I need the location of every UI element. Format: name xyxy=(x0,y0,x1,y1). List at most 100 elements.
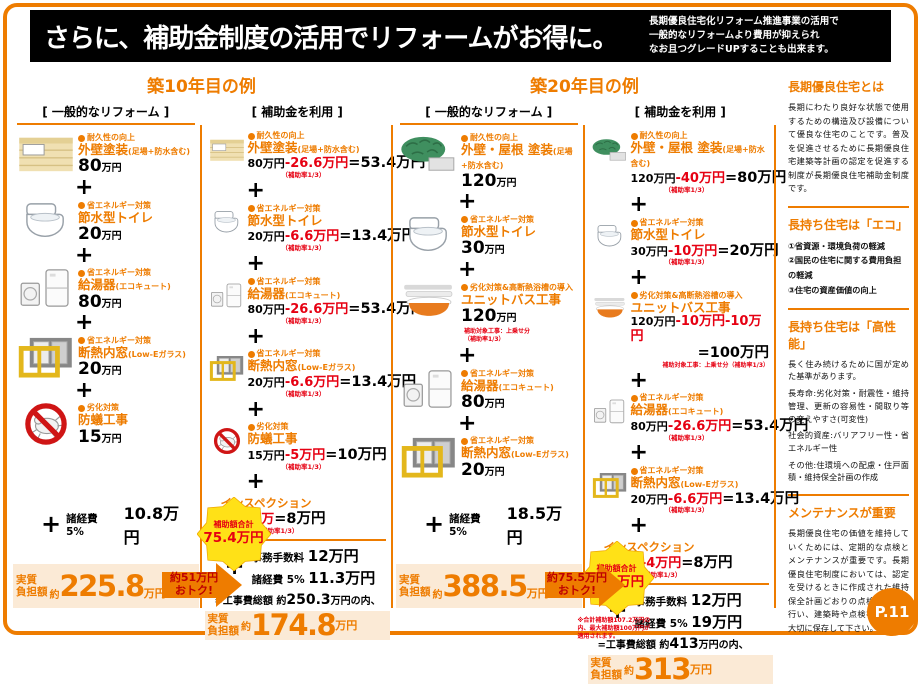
fee-line: 諸経費 5% 11.3万円 xyxy=(252,567,376,588)
item-name-main: 給湯器 xyxy=(78,277,116,293)
renovation-item: 耐久性の向上 外壁・屋根 塗装(足場+防水含む) 120万円-40万円=80万円… xyxy=(592,131,786,194)
insulated-window-icon xyxy=(17,336,75,378)
item-text: 劣化対策&高断熱浴槽の導入 ユニットバス工事 120万円-10万円-10万円 =1… xyxy=(630,291,769,370)
column-rule xyxy=(17,123,195,125)
item-name-main: 節水型トイレ xyxy=(461,223,537,239)
item-name-suffix: (足場+防水含む) xyxy=(297,145,360,154)
group-columns: [ 一般的なリフォーム ] 耐久性の向上 外壁塗装(足場+防水含む) 80万円 … xyxy=(10,101,425,640)
price-subsidy: -10万円 xyxy=(667,243,718,259)
plus-sign: + xyxy=(75,242,94,268)
item-name-main: 節水型トイレ xyxy=(247,212,323,228)
sidebar-section-title: 長期優良住宅とは xyxy=(788,80,885,94)
item-text: 耐久性の向上 外壁塗装(足場+防水含む) 80万円 xyxy=(78,133,195,177)
item-category-label: 省エネルギー対策 xyxy=(639,466,704,476)
net-cost-bar: 実質 負担額 約 313 万円 xyxy=(587,654,773,684)
item-price: 30万円 xyxy=(461,239,578,259)
plus-sign: + xyxy=(75,310,94,336)
renovation-item: 省エネルギー対策 節水型トイレ 20万円 xyxy=(17,201,195,245)
total-line-suffix: 万円の内、 xyxy=(698,639,749,651)
price-unit: 万円 xyxy=(496,177,517,189)
info-sidebar: 長期優良住宅とは 長期にわたり良好な状態で使用するための構造及び設備について優良… xyxy=(776,72,911,633)
approx-mark: 約 xyxy=(241,621,251,633)
savings-arrow: 約75.5万円 おトク! xyxy=(545,562,625,608)
renovation-item: 省エネルギー対策 給湯器(エコキュート) 80万円-26.6万円=53.4万円 … xyxy=(209,277,425,326)
category-bullet-icon xyxy=(630,292,638,300)
category-bullet-icon xyxy=(78,404,85,412)
item-name: 節水型トイレ xyxy=(78,209,195,225)
price-number: 30 xyxy=(461,238,485,259)
category-bullet-icon xyxy=(78,202,85,210)
item-name-main: ユニットバス工事 xyxy=(630,299,731,315)
item-name: 給湯器(エコキュート) xyxy=(248,286,387,301)
subsidy-total-badge: 補助額合計 75.4万円 xyxy=(197,497,271,571)
price-base: 20万円 xyxy=(630,492,668,506)
group-title: 築10年目の例 xyxy=(147,77,256,97)
price-result: =100万円 xyxy=(697,345,769,362)
column-general-year10: [ 一般的なリフォーム ] 耐久性の向上 外壁塗装(足場+防水含む) 80万円 … xyxy=(10,101,202,608)
total-line-prefix: =工事費総額 約 xyxy=(597,639,670,651)
category-bullet-icon xyxy=(78,337,85,345)
category-bullet-icon xyxy=(630,467,638,475)
item-name-main: 防蟻工事 xyxy=(247,431,298,447)
net-cost-bar: 実質 負担額 約 388.5 万円 xyxy=(396,564,582,608)
subsidy-rate-note: （補助率1/3） xyxy=(664,506,709,515)
sidebar-list-item: ③住宅の資産価値の向上 xyxy=(788,285,877,296)
item-category-label: 劣化対策 xyxy=(256,422,289,432)
net-cost-label: 実質 負担額 xyxy=(591,657,623,681)
fee-line: 事務手数料 12万円 xyxy=(635,589,743,610)
expenses-label: 諸経費 5% xyxy=(449,512,481,538)
insulated-window-icon xyxy=(592,466,628,504)
price-result: =10万円 xyxy=(325,446,387,463)
renovation-item: 劣化対策 防蟻工事 15万円 xyxy=(17,403,195,447)
item-text: 省エネルギー対策 断熱内窓(Low-Eガラス) 20万円 xyxy=(461,436,578,480)
item-price: 80万円 xyxy=(78,292,195,313)
price-base: 80万円 xyxy=(630,419,668,433)
item-price: 80万円 xyxy=(78,157,195,177)
item-category: 省エネルギー対策 xyxy=(247,349,387,359)
plus-sign: + xyxy=(246,250,265,276)
net-cost-label: 実質 負担額 xyxy=(16,574,48,598)
price-unit: 万円 xyxy=(484,398,505,410)
net-cost-label-line: 実質 xyxy=(590,657,612,670)
plus-sign: + xyxy=(246,178,265,204)
fee-value: 12万円 xyxy=(690,590,742,609)
subsidy-total-label: 補助額合計 xyxy=(596,564,637,574)
item-category-label: 省エネルギー対策 xyxy=(87,200,151,210)
header-note-line: 長期優良住宅化リフォーム推進事業の活用で xyxy=(649,15,839,27)
subsidy-price-line: 30万円-10万円=20万円 xyxy=(631,243,779,260)
item-price: 120万円 xyxy=(461,170,578,192)
renovation-item: 省エネルギー対策 断熱内窓(Low-Eガラス) 20万円-6.6万円=13.4万… xyxy=(592,466,799,515)
price-number: 20 xyxy=(461,459,485,480)
insulated-window-icon xyxy=(400,436,458,478)
renovation-item: 省エネルギー対策 節水型トイレ 20万円-6.6万円=13.4万円 （補助率1/… xyxy=(209,204,416,253)
item-name-main: 節水型トイレ xyxy=(78,209,154,225)
item-name-suffix: (エコキュート) xyxy=(668,407,724,417)
item-name-main: 外壁・屋根 塗装 xyxy=(461,142,553,157)
fees-block: 補助額合計 75.4万円 + 事務手数料 12万円 諸経費 5% 11.3万円 … xyxy=(209,537,386,611)
category-bullet-icon xyxy=(247,423,255,431)
net-cost-label-line: 実質 xyxy=(207,613,229,626)
item-name-main: 断熱内窓 xyxy=(78,344,129,360)
item-category-label: 省エネルギー対策 xyxy=(470,436,534,446)
item-price: 20万円 xyxy=(461,459,578,481)
expenses-line: + 諸経費 5% 18.5万円 xyxy=(400,500,578,548)
sidebar-section-title: 長持ち住宅は「高性能」 xyxy=(788,319,897,351)
sidebar-divider xyxy=(788,307,909,310)
net-cost-label: 実質 負担額 xyxy=(399,574,431,598)
item-category-label: 省エネルギー対策 xyxy=(639,393,704,403)
price-unit: 万円 xyxy=(101,366,122,378)
sidebar-list-item: ①省資源・環境負荷の軽減 xyxy=(788,240,885,251)
price-result: =13.4万円 xyxy=(339,373,417,390)
price-number: 120 xyxy=(461,170,497,191)
net-cost-unit: 万円 xyxy=(690,662,713,676)
item-name-main: 断熱内窓 xyxy=(461,445,512,461)
fees-values: 事務手数料 12万円 諸経費 5% 11.3万円 xyxy=(252,544,376,589)
price-unit: 万円 xyxy=(101,163,122,175)
item-name: 外壁塗装(足場+防水含む) xyxy=(248,140,387,155)
item-name: 節水型トイレ xyxy=(631,227,770,242)
item-name-suffix: (エコキュート) xyxy=(115,282,171,292)
item-category: 耐久性の向上 xyxy=(461,133,578,143)
plus-sign: + xyxy=(629,513,648,539)
item-name-suffix: (Low-Eガラス) xyxy=(680,480,739,490)
header-note-line: 一般的なリフォームより費用が抑えられ xyxy=(649,29,820,41)
